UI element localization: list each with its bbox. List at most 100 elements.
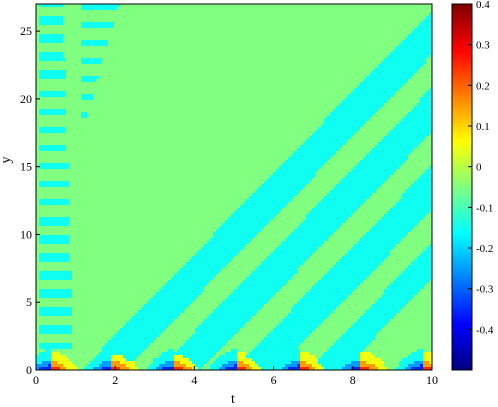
contour-cell — [114, 73, 118, 77]
contour-cell — [114, 289, 118, 293]
contour-cell — [87, 244, 91, 248]
contour-cell — [45, 265, 49, 269]
contour-cell — [69, 22, 73, 26]
contour-cell — [69, 121, 73, 125]
contour-cell — [69, 346, 73, 350]
contour-cell — [60, 142, 64, 146]
contour-cell — [120, 253, 124, 257]
contour-cell — [96, 280, 100, 284]
contour-cell — [93, 106, 97, 110]
contour-cell — [36, 211, 40, 215]
contour-cell — [42, 172, 46, 176]
contour-cell — [78, 244, 82, 248]
contour-cell — [39, 82, 43, 86]
contour-cell — [114, 151, 118, 155]
contour-cell — [66, 187, 70, 191]
contour-cell — [108, 235, 112, 239]
contour-cell — [96, 289, 100, 293]
contour-cell — [60, 10, 64, 14]
contour-cell — [51, 184, 55, 188]
contour-cell — [102, 208, 106, 212]
contour-cell — [90, 100, 94, 104]
contour-cell — [117, 187, 121, 191]
contour-cell — [42, 154, 46, 158]
contour-cell — [87, 175, 91, 179]
contour-cell — [108, 223, 112, 227]
contour-cell — [99, 91, 103, 95]
contour-cell — [114, 145, 118, 149]
contour-cell — [57, 64, 61, 68]
contour-cell — [69, 232, 73, 236]
contour-cell — [105, 367, 109, 370]
contour-cell — [75, 223, 79, 227]
contour-cell — [105, 40, 109, 44]
contour-cell — [117, 4, 121, 8]
contour-cell — [63, 328, 67, 332]
contour-cell — [36, 121, 40, 125]
contour-cell — [87, 361, 91, 365]
contour-cell — [75, 142, 79, 146]
contour-cell — [90, 154, 94, 158]
contour-cell — [45, 196, 49, 200]
contour-cell — [96, 352, 100, 356]
contour-cell — [60, 184, 64, 188]
contour-cell — [90, 109, 94, 113]
contour-cell — [120, 127, 124, 131]
contour-cell — [117, 157, 121, 161]
contour-cell — [102, 115, 106, 119]
contour-cell — [54, 316, 58, 320]
contour-cell — [72, 136, 76, 140]
contour-cell — [54, 313, 58, 317]
contour-cell — [99, 271, 103, 275]
contour-cell — [69, 13, 73, 17]
contour-cell — [111, 181, 115, 185]
contour-cell — [78, 139, 82, 143]
contour-cell — [120, 31, 124, 35]
contour-cell — [69, 163, 73, 167]
contour-cell — [87, 277, 91, 281]
contour-cell — [102, 190, 106, 194]
contour-cell — [78, 49, 82, 53]
contour-cell — [108, 313, 112, 317]
contour-cell — [45, 61, 49, 65]
contour-cell — [87, 328, 91, 332]
contour-cell — [96, 208, 100, 212]
contour-cell — [96, 358, 100, 362]
contour-cell — [72, 325, 76, 329]
contour-cell — [36, 88, 40, 92]
contour-cell — [114, 142, 118, 146]
contour-cell — [54, 64, 58, 68]
contour-cell — [57, 286, 61, 290]
contour-cell — [51, 313, 55, 317]
contour-cell — [69, 19, 73, 23]
contour-cell — [114, 85, 118, 89]
contour-cell — [39, 202, 43, 206]
contour-cell — [99, 286, 103, 290]
contour-cell — [36, 361, 40, 365]
contour-cell — [39, 133, 43, 137]
contour-cell — [87, 70, 91, 74]
contour-cell — [72, 223, 76, 227]
contour-cell — [42, 361, 46, 365]
contour-cell — [48, 298, 52, 302]
contour-cell — [120, 241, 124, 245]
contour-cell — [48, 325, 52, 329]
contour-cell — [72, 364, 76, 368]
contour-cell — [60, 349, 64, 353]
contour-cell — [96, 91, 100, 95]
contour-cell — [48, 286, 52, 290]
contour-cell — [87, 286, 91, 290]
contour-cell — [114, 160, 118, 164]
contour-cell — [102, 109, 106, 113]
contour-cell — [42, 217, 46, 221]
contour-cell — [60, 115, 64, 119]
contour-cell — [51, 328, 55, 332]
contour-cell — [81, 82, 85, 86]
contour-cell — [93, 73, 97, 77]
contour-cell — [84, 358, 88, 362]
contour-cell — [57, 343, 61, 347]
contour-cell — [99, 139, 103, 143]
contour-cell — [117, 214, 121, 218]
contour-cell — [54, 154, 58, 158]
contour-cell — [45, 286, 49, 290]
